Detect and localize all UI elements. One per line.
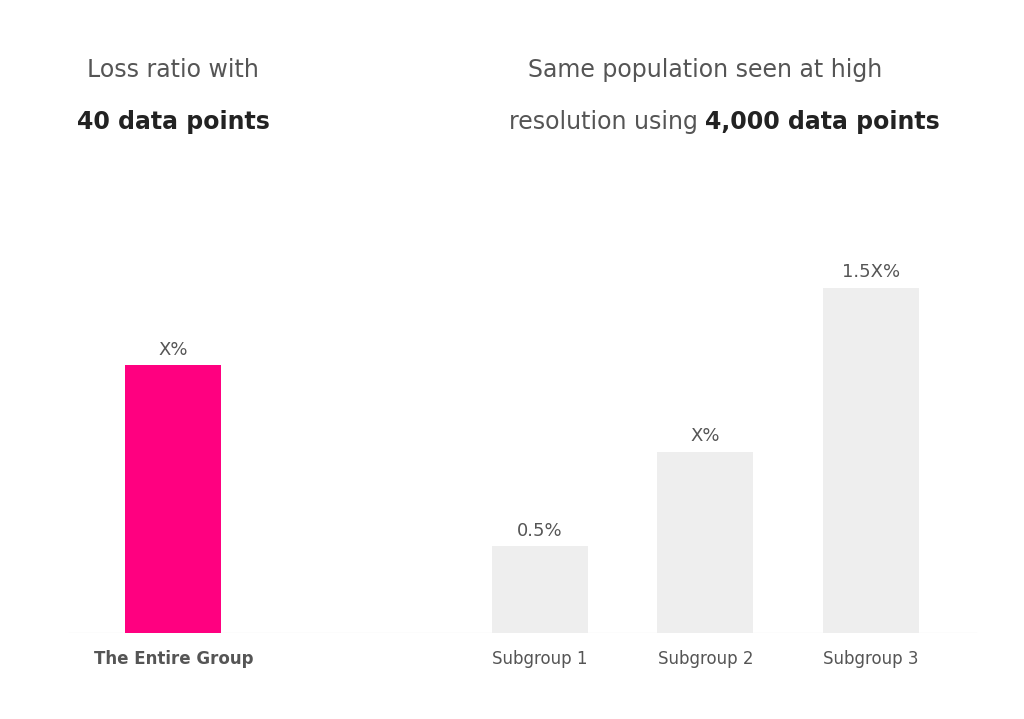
Text: Same population seen at high: Same population seen at high [528, 58, 883, 82]
Text: 40 data points: 40 data points [77, 111, 269, 134]
Text: Loss ratio with: Loss ratio with [87, 58, 259, 82]
Text: Subgroup 2: Subgroup 2 [657, 650, 754, 668]
Text: resolution using: resolution using [509, 111, 706, 134]
Text: 1.5X%: 1.5X% [842, 263, 900, 281]
Bar [657, 452, 754, 633]
Text: 4,000 data points: 4,000 data points [706, 111, 940, 134]
Text: X%: X% [690, 427, 720, 445]
Bar [492, 546, 588, 633]
Text: Subgroup 3: Subgroup 3 [823, 650, 919, 668]
Text: Subgroup 1: Subgroup 1 [492, 650, 588, 668]
Text: The Entire Group: The Entire Group [93, 650, 253, 668]
Text: 0.5%: 0.5% [517, 522, 562, 540]
Bar [125, 365, 221, 633]
Bar [823, 288, 920, 633]
Text: X%: X% [159, 341, 188, 359]
